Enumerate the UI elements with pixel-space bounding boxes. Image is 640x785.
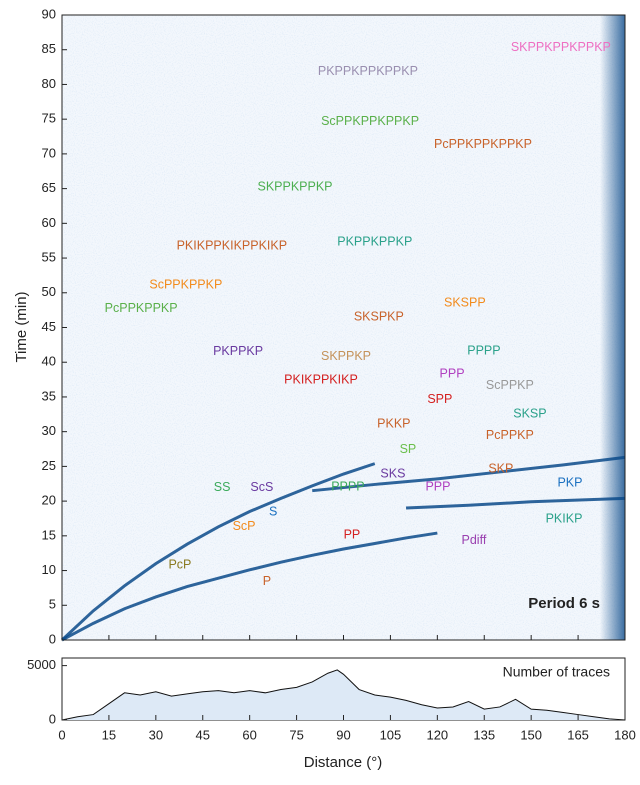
- y-tick-label: 90: [42, 6, 56, 21]
- y-tick-label: 75: [42, 111, 56, 126]
- y-tick-label: 5000: [27, 657, 56, 672]
- y-tick-label: 60: [42, 215, 56, 230]
- phase-label: PKPPKPPKPPKP: [318, 64, 418, 78]
- y-tick-label: 30: [42, 423, 56, 438]
- phase-label: SKPPKPPKP: [257, 180, 332, 194]
- phase-label: ScPPKPPKPPKP: [321, 114, 419, 128]
- phase-label: PcPPKP: [486, 428, 534, 442]
- phase-label: SKSPKP: [354, 309, 404, 323]
- x-tick-label: 45: [196, 727, 210, 742]
- phase-label: SKP: [488, 461, 513, 475]
- y-tick-label: 40: [42, 354, 56, 369]
- x-tick-label: 165: [567, 727, 589, 742]
- phase-label: PKIKPPKIKP: [284, 373, 358, 387]
- phase-label: SKPPKP: [321, 349, 371, 363]
- phase-label: PKIKP: [546, 511, 583, 525]
- phase-label: PcPPKPPKP: [105, 301, 178, 315]
- x-tick-label: 30: [149, 727, 163, 742]
- phase-label: PKIKPPKIKPPKIKP: [177, 239, 287, 253]
- x-tick-label: 135: [473, 727, 495, 742]
- phase-label: SPP: [427, 392, 452, 406]
- phase-label: Pdiff: [462, 533, 487, 547]
- y-tick-label: 70: [42, 145, 56, 160]
- phase-label: SKSPP: [444, 295, 486, 309]
- y-tick-label: 55: [42, 249, 56, 264]
- phase-label: S: [269, 505, 277, 519]
- traces-line: [61, 669, 626, 721]
- note: Period 6 s: [528, 595, 600, 612]
- y-tick-label: 0: [49, 711, 56, 726]
- x-tick-label: 120: [426, 727, 448, 742]
- travel-time-curve: [312, 455, 626, 493]
- phase-label: ScS: [250, 480, 273, 494]
- x-tick-label: 180: [614, 727, 636, 742]
- phase-label: PPP: [440, 366, 465, 380]
- y-tick-label: 25: [42, 458, 56, 473]
- y-tick-label: 10: [42, 562, 56, 577]
- y-tick-label: 85: [42, 41, 56, 56]
- x-tick-label: 150: [520, 727, 542, 742]
- y-axis-label: Time (min): [13, 291, 30, 362]
- phase-label: SKS: [380, 466, 405, 480]
- y-tick-label: 35: [42, 388, 56, 403]
- x-tick-label: 75: [289, 727, 303, 742]
- y-tick-label: 15: [42, 527, 56, 542]
- phase-label: SKSP: [513, 407, 546, 421]
- panel-title: Number of traces: [503, 664, 610, 680]
- y-tick-label: 20: [42, 493, 56, 508]
- phase-label: PKP: [557, 475, 582, 489]
- phase-label: PKPPKPPKP: [337, 234, 412, 248]
- traces-area: [62, 669, 625, 720]
- phase-label: SP: [400, 442, 417, 456]
- y-tick-label: 45: [42, 319, 56, 334]
- x-tick-label: 60: [242, 727, 256, 742]
- phase-label: PPPP: [331, 480, 364, 494]
- y-tick-label: 50: [42, 284, 56, 299]
- phase-label: ScP: [233, 519, 256, 533]
- phase-label: P: [263, 574, 271, 588]
- phase-label: PcPPKPPKPPKP: [434, 137, 532, 151]
- y-tick-label: 80: [42, 76, 56, 91]
- travel-time-curve: [61, 531, 438, 642]
- phase-label: SKPPKPPKPPKP: [511, 40, 611, 54]
- x-tick-label: 90: [336, 727, 350, 742]
- phase-label: SS: [214, 480, 231, 494]
- x-tick-label: 15: [102, 727, 116, 742]
- texture: [62, 15, 625, 640]
- y-tick-label: 0: [49, 631, 56, 646]
- y-tick-label: 65: [42, 180, 56, 195]
- x-tick-label: 0: [58, 727, 65, 742]
- x-axis-label: Distance (°): [304, 754, 383, 771]
- edge-shade: [600, 15, 625, 640]
- phase-label: ScPPKP: [486, 378, 534, 392]
- travel-time-curve: [60, 462, 376, 642]
- phase-label: PPPP: [467, 343, 500, 357]
- phase-label: ScPPKPPKP: [149, 277, 222, 291]
- phase-label: PP: [344, 527, 361, 541]
- phase-label: PKKP: [377, 416, 410, 430]
- x-tick-label: 105: [380, 727, 402, 742]
- phase-label: PcP: [168, 557, 191, 571]
- travel-time-curve: [405, 496, 626, 510]
- y-tick-label: 5: [49, 597, 56, 612]
- phase-label: PPP: [425, 480, 450, 494]
- phase-label: PKPPKP: [213, 344, 263, 358]
